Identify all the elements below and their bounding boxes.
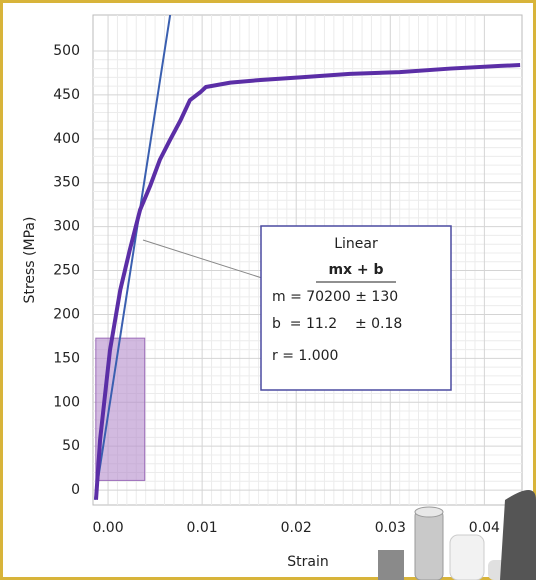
marks [93, 15, 521, 500]
annotation-equation: mx + b [328, 262, 383, 278]
y-tick-label: 250 [53, 263, 80, 279]
annotation-leader [142, 239, 263, 279]
annotation-line: r = 1.000 [272, 348, 338, 364]
y-tick-label: 50 [62, 438, 80, 454]
x-tick-label: 0.02 [281, 520, 312, 536]
x-tick-label: 0.04 [469, 520, 500, 536]
y-tick-label: 350 [53, 175, 80, 191]
annotation-line: m = 70200 ± 130 [272, 289, 398, 305]
x-tick-label: 0.01 [187, 520, 218, 536]
y-axis-label: Stress (MPa) [22, 217, 38, 304]
annotation-box: Linear mx + b m = 70200 ± 130 b = 11.2 ±… [142, 225, 452, 391]
x-tick-label: 0.03 [375, 520, 406, 536]
fit-line [93, 15, 172, 500]
annotation-frame [260, 225, 452, 391]
y-tick-label: 300 [53, 219, 80, 235]
y-tick-label: 400 [53, 131, 80, 147]
y-tick-label: 200 [53, 306, 80, 322]
y-tick-label: 0 [71, 482, 80, 498]
y-tick-label: 450 [53, 87, 80, 103]
x-axis-label: Strain [287, 554, 328, 570]
annotation-line: b = 11.2 ± 0.18 [272, 316, 402, 332]
y-tick-label: 500 [53, 43, 80, 59]
annotation-title: Linear [334, 236, 378, 252]
x-tick-label: 0.00 [92, 520, 123, 536]
y-tick-label: 150 [53, 350, 80, 366]
data-line [94, 63, 521, 500]
photo-screws [378, 490, 536, 580]
y-tick-label: 100 [53, 394, 80, 410]
